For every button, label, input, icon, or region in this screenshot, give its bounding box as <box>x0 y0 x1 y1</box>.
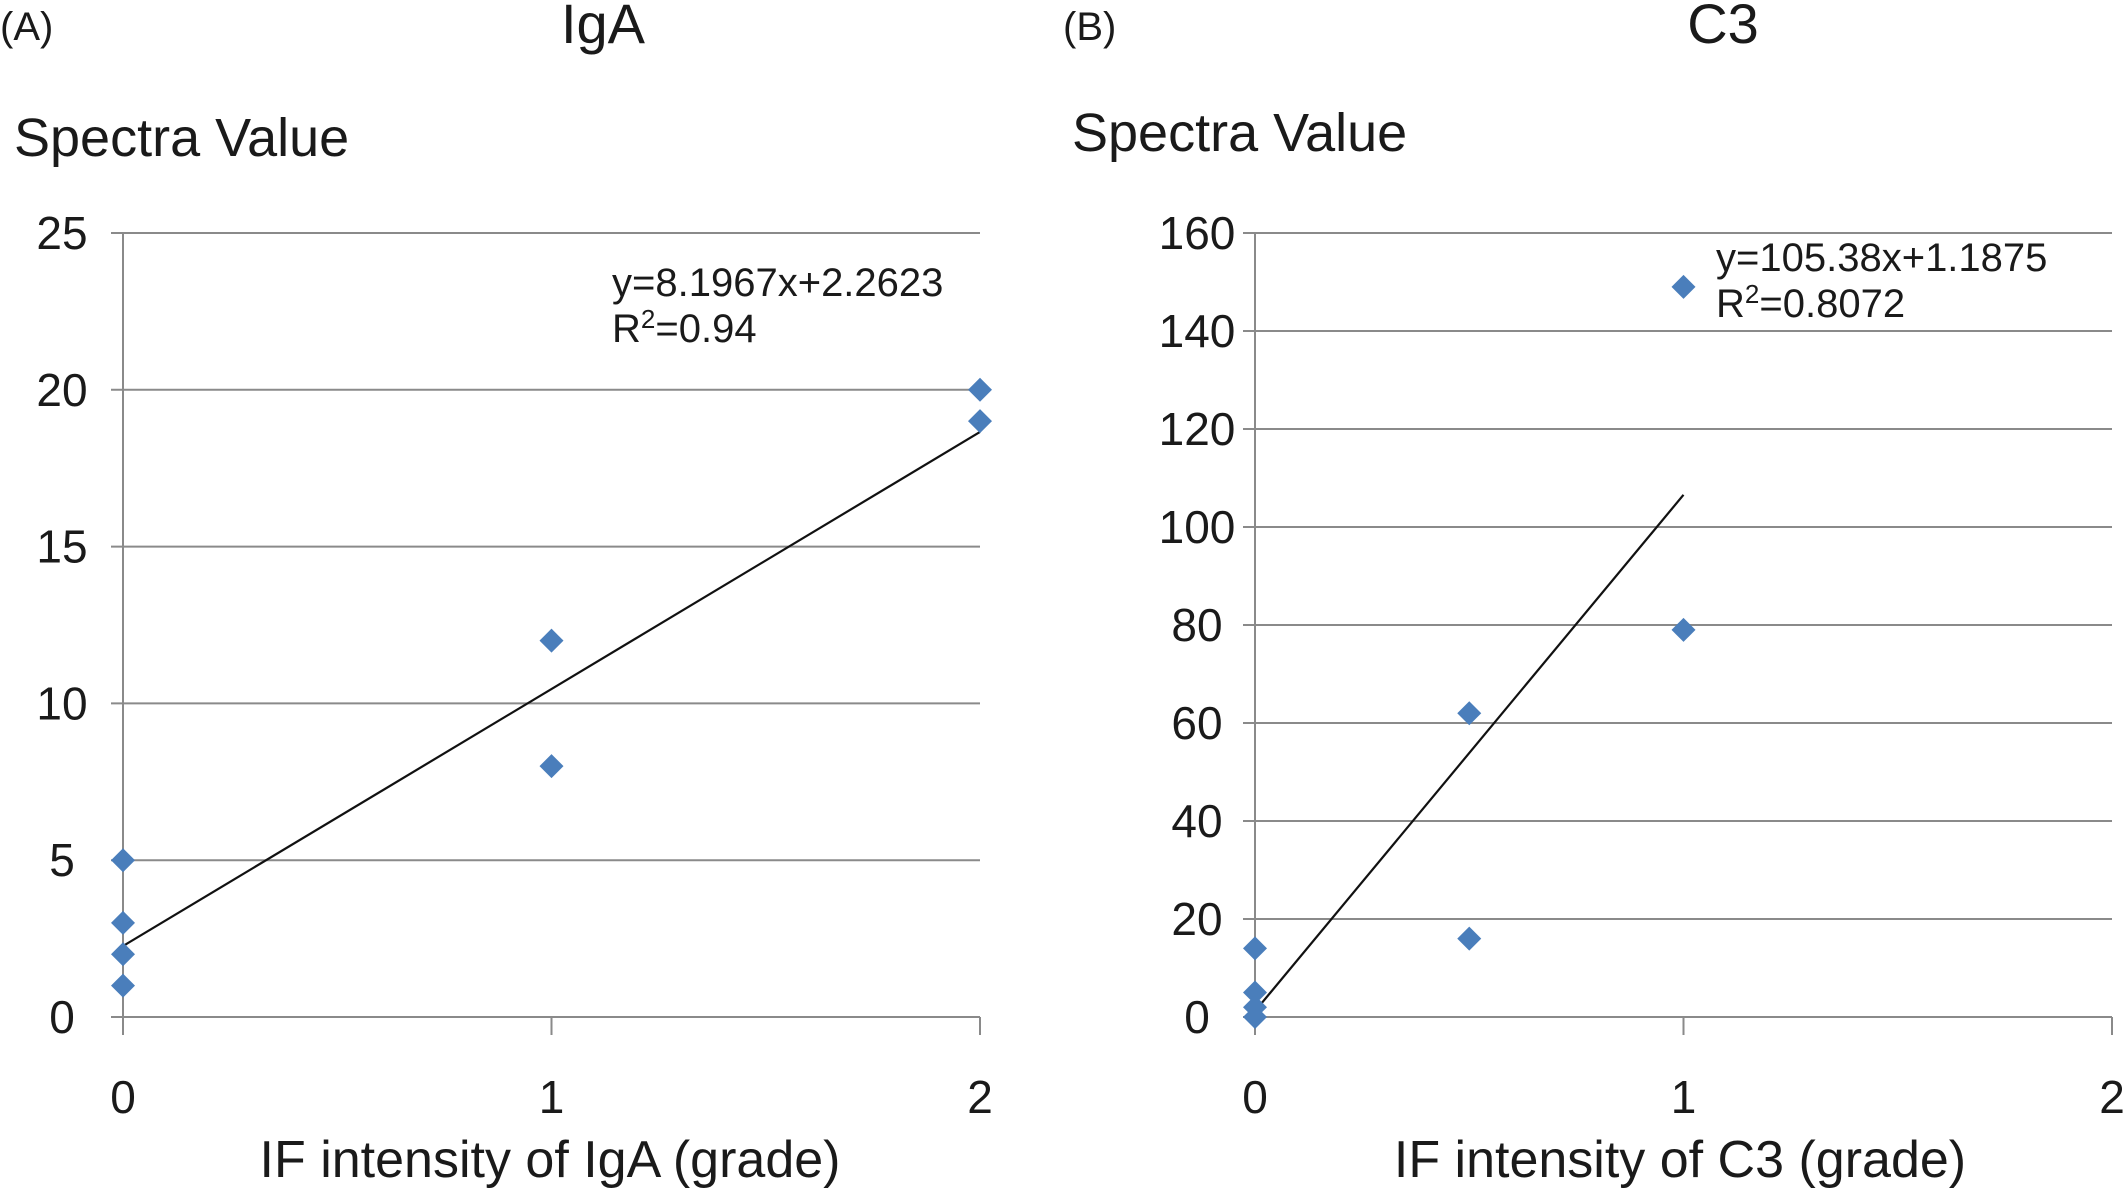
y-tick-label: 15 <box>36 521 87 573</box>
r-squared-superscript: 2 <box>641 304 655 334</box>
y-tick-label: 25 <box>36 207 87 259</box>
data-point <box>111 973 135 998</box>
r-squared-prefix: R <box>1716 282 1745 326</box>
x-tick-label: 2 <box>2099 1071 2125 1123</box>
x-axis-title: IF intensity of IgA (grade) <box>260 1131 841 1189</box>
chart-title: C3 <box>1687 0 1759 55</box>
x-tick-label: 0 <box>110 1071 136 1123</box>
data-point <box>111 942 135 967</box>
panel-label: (A) <box>0 5 53 49</box>
y-tick-label: 120 <box>1159 403 1236 455</box>
y-tick-label: 0 <box>1184 991 1210 1043</box>
x-tick-label: 1 <box>539 1071 565 1123</box>
r-squared-prefix: R <box>612 307 641 351</box>
y-axis-title: Spectra Value <box>14 108 349 168</box>
chart-title: IgA <box>561 0 646 55</box>
chart-a: (A) IgA Spectra Value 0 5 10 15 20 25 0 1 2 IF inten… <box>0 0 993 1189</box>
data-point <box>111 848 135 873</box>
r-squared-value: =0.94 <box>655 307 756 351</box>
x-tick-label: 0 <box>1242 1071 1268 1123</box>
x-tick-label: 2 <box>967 1071 993 1123</box>
data-point <box>1243 1005 1267 1029</box>
trendline <box>122 431 981 947</box>
y-tick-label: 5 <box>49 834 75 886</box>
data-point <box>1671 274 1696 299</box>
x-tick-label: 1 <box>1671 1071 1697 1123</box>
data-point <box>1457 926 1482 951</box>
trendline <box>1254 494 1685 1012</box>
data-point <box>1243 980 1267 1005</box>
data-point <box>1457 701 1482 726</box>
y-tick-label: 20 <box>36 364 87 416</box>
data-point <box>539 628 564 653</box>
panel-label: (B) <box>1063 5 1116 49</box>
data-point <box>1671 617 1696 642</box>
y-axis-title: Spectra Value <box>1072 103 1407 163</box>
trendline-equation: y=105.38x+1.1875 <box>1716 236 2047 280</box>
data-point <box>968 377 992 402</box>
x-axis-title: IF intensity of C3 (grade) <box>1394 1131 1966 1189</box>
r-squared: R2=0.8072 <box>1716 279 1905 326</box>
y-tick-label: 10 <box>36 677 87 729</box>
data-point <box>539 754 564 779</box>
y-tick-label: 20 <box>1171 893 1222 945</box>
data-point <box>111 910 135 935</box>
y-tick-label: 40 <box>1171 795 1222 847</box>
trendline-equation: y=8.1967x+2.2623 <box>612 261 943 305</box>
chart-b: (B) C3 Spectra Value 0 20 40 60 80 100 120 140 160 0… <box>1063 0 2125 1189</box>
r-squared: R2=0.94 <box>612 304 757 351</box>
data-point <box>968 409 992 434</box>
y-tick-label: 80 <box>1171 599 1222 651</box>
y-tick-label: 0 <box>49 991 75 1043</box>
y-tick-label: 100 <box>1159 501 1236 553</box>
r-squared-value: =0.8072 <box>1759 282 1905 326</box>
r-squared-superscript: 2 <box>1745 279 1759 309</box>
data-point <box>1243 936 1267 961</box>
y-tick-label: 160 <box>1159 207 1236 259</box>
y-tick-label: 60 <box>1171 697 1222 749</box>
y-tick-label: 140 <box>1159 305 1236 357</box>
